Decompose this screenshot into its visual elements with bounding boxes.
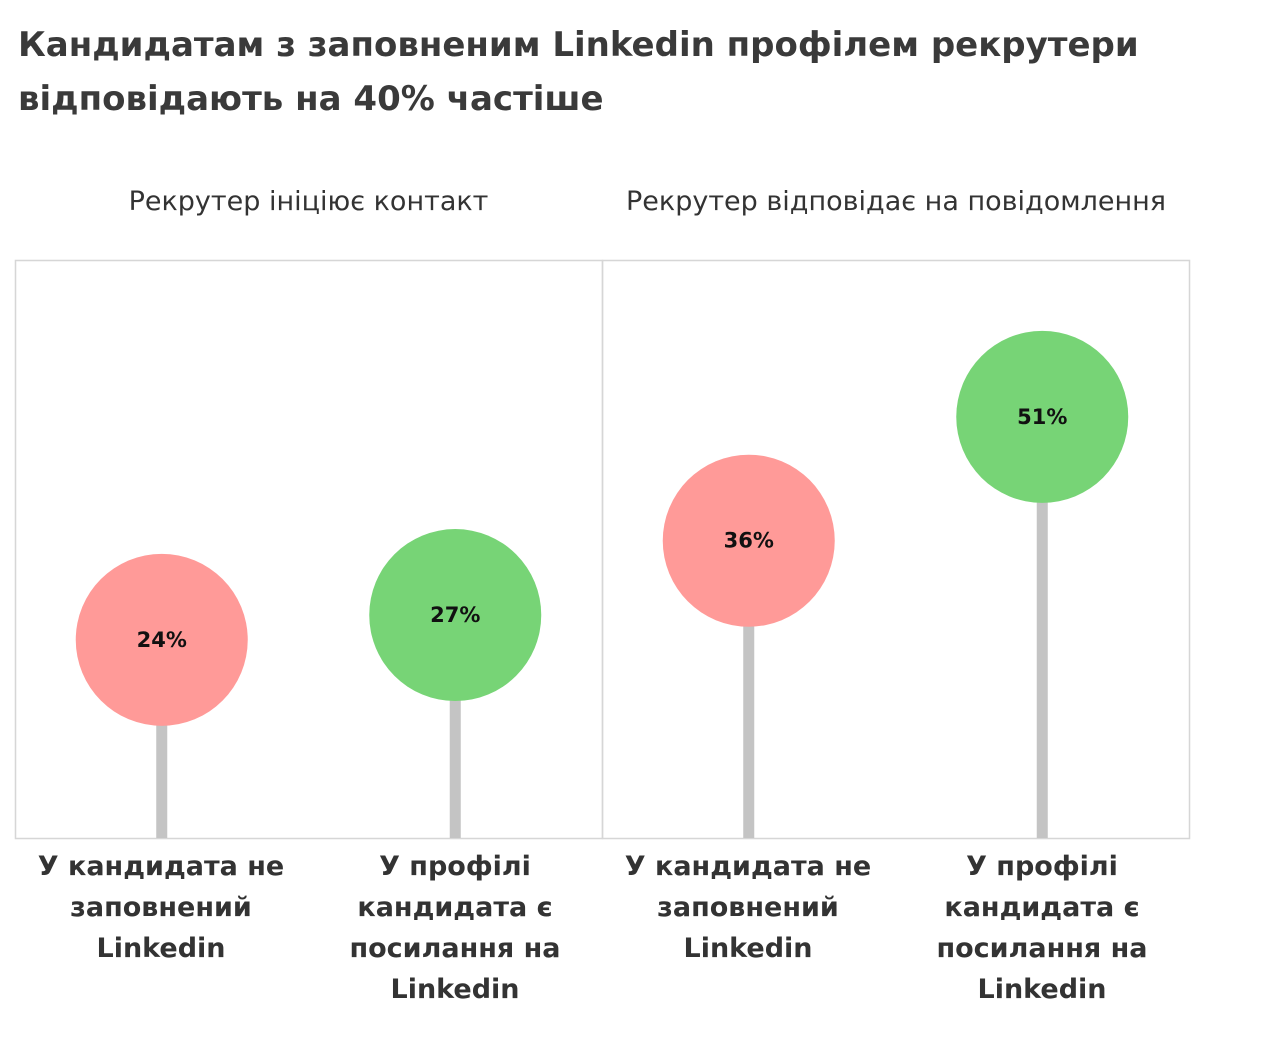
panel-title-initiates-contact: Рекрутер ініціює контакт (128, 186, 489, 217)
bubble-has-linkedin-panel2[interactable] (956, 330, 1129, 503)
category-label-no-linkedin-panel2: У кандидата не заповнений Linkedin (624, 851, 872, 964)
category-label-no-linkedin-panel1: У кандидата не заповнений Linkedin (37, 851, 285, 964)
value-label-has-linkedin-panel1: 27% (430, 603, 480, 627)
panel-title-replies-to-message: Рекрутер відповідає на повідомлення (626, 186, 1166, 217)
bubble-no-linkedin-panel2[interactable] (662, 454, 835, 627)
chart-title: Кандидатам з заповненим Linkedin профіле… (18, 25, 1139, 119)
panel-frame-replies-to-message (601, 259, 1191, 840)
bubble-has-linkedin-panel1[interactable] (369, 529, 542, 702)
value-label-no-linkedin-panel1: 24% (137, 628, 187, 652)
panel-frame-initiates-contact (14, 259, 604, 840)
bubble-no-linkedin-panel1[interactable] (75, 553, 248, 726)
value-label-no-linkedin-panel2: 36% (724, 529, 774, 553)
value-label-has-linkedin-panel2: 51% (1017, 405, 1067, 429)
category-label-has-linkedin-panel1: У профілі кандидата є посилання на Linke… (349, 851, 561, 1005)
category-label-has-linkedin-panel2: У профілі кандидата є посилання на Linke… (936, 851, 1148, 1005)
